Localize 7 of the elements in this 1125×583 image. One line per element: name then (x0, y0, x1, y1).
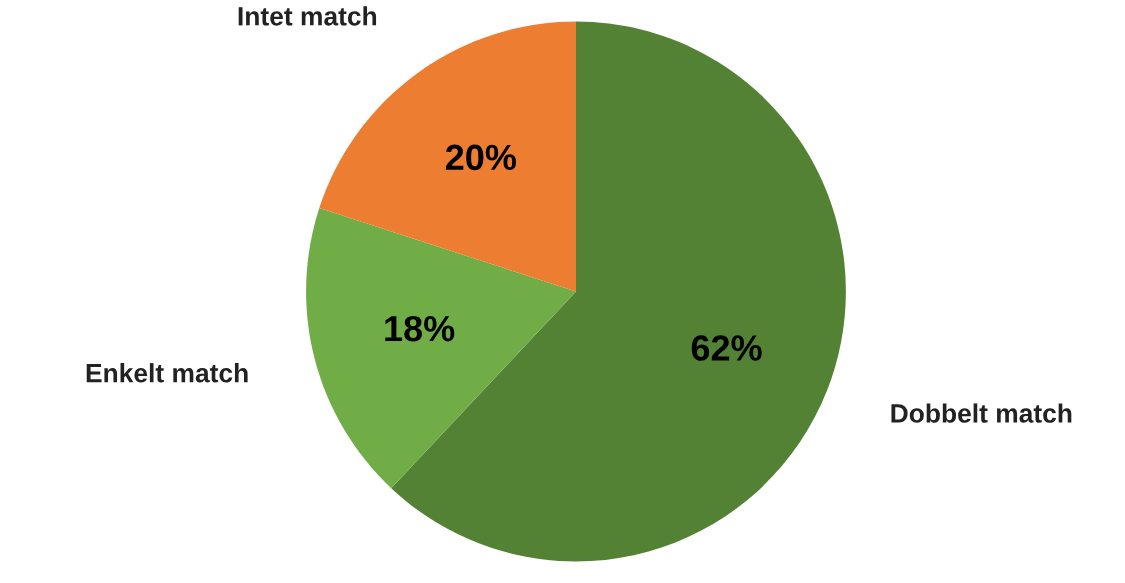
slice-label: Enkelt match (86, 363, 248, 383)
slice-label: Dobbelt match (891, 403, 1072, 423)
data-label: 62% (691, 335, 762, 361)
pie-slice (306, 208, 576, 489)
data-label: 18% (385, 315, 455, 342)
data-label: 20% (445, 144, 516, 171)
slice-label: Intet match (238, 6, 377, 26)
